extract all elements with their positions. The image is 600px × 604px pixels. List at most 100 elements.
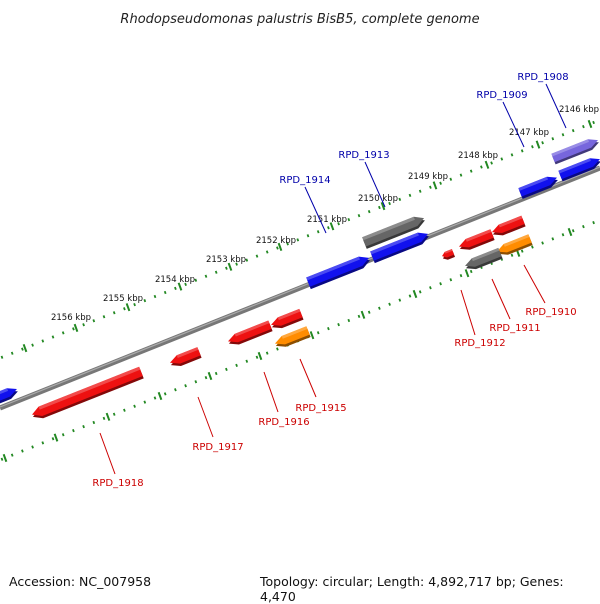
scale-major-tick bbox=[432, 181, 438, 190]
gene-label-rpd_1909: RPD_1909 bbox=[476, 90, 527, 101]
scale-tick bbox=[133, 302, 136, 307]
scale-label: 2147 kbp bbox=[509, 128, 549, 138]
gene-label-rpd_1910: RPD_1910 bbox=[525, 307, 576, 318]
gene-arrow-body bbox=[370, 232, 428, 261]
scale-tick bbox=[31, 343, 34, 347]
map-title: Rhodopseudomonas palustris BisB5, comple… bbox=[120, 12, 479, 27]
scale-major-tick bbox=[2, 453, 8, 463]
callout-line bbox=[364, 161, 386, 208]
scale-tick bbox=[225, 266, 228, 270]
scale-tick bbox=[571, 128, 575, 133]
scale-tick bbox=[398, 298, 402, 302]
inner-scale-ticks bbox=[0, 220, 595, 463]
scale-major-tick bbox=[360, 310, 366, 319]
scale-tick bbox=[194, 380, 198, 384]
scale-tick bbox=[153, 294, 157, 299]
scale-tick bbox=[143, 400, 147, 404]
scale-major-tick bbox=[309, 331, 315, 340]
scale-tick bbox=[367, 209, 371, 214]
gene-arrow-highlight bbox=[176, 347, 199, 358]
scale-tick bbox=[204, 375, 208, 380]
scale-tick bbox=[469, 169, 473, 173]
backbone-line bbox=[0, 165, 600, 411]
scale-tick bbox=[10, 351, 14, 355]
scale-tick bbox=[174, 286, 177, 291]
scale-tick bbox=[174, 388, 177, 392]
scale-tick bbox=[72, 428, 75, 433]
gene-label-rpd_1917: RPD_1917 bbox=[192, 442, 243, 453]
scale-major-tick bbox=[464, 269, 470, 278]
scale-tick bbox=[449, 177, 453, 181]
scale-tick bbox=[449, 278, 453, 282]
scale-tick bbox=[163, 290, 167, 295]
gene-label-rpd_1908: RPD_1908 bbox=[517, 72, 568, 83]
scale-tick bbox=[327, 226, 330, 230]
scale-tick bbox=[582, 124, 585, 129]
gene-arrow-rpd_1915 bbox=[274, 326, 311, 347]
callout-line bbox=[304, 186, 327, 234]
gene-arrow-highlight bbox=[306, 256, 360, 281]
callout-line bbox=[502, 101, 525, 148]
scale-tick bbox=[510, 153, 514, 157]
gene-arrow-highlight bbox=[281, 326, 308, 339]
scale-tick bbox=[500, 157, 504, 161]
scale-tick bbox=[92, 420, 96, 425]
gene-arrow-body bbox=[0, 388, 17, 404]
scale-tick bbox=[367, 310, 371, 314]
scale-tick bbox=[10, 453, 14, 457]
scale-tick bbox=[21, 449, 24, 453]
scale-major-tick bbox=[329, 222, 335, 231]
scale-tick bbox=[408, 193, 412, 198]
scale-tick bbox=[255, 355, 259, 359]
scale-tick bbox=[163, 392, 167, 396]
scale-major-tick bbox=[73, 323, 79, 333]
gene-arrow-rpd_1912 bbox=[458, 229, 495, 250]
gene-arrow-unlabeled-forward bbox=[0, 388, 18, 406]
scale-tick bbox=[531, 245, 534, 249]
callout-line bbox=[299, 358, 317, 398]
scale-tick bbox=[123, 408, 126, 412]
scale-tick bbox=[0, 457, 4, 461]
scale-tick bbox=[214, 371, 218, 376]
gene-arrow-highlight bbox=[518, 176, 549, 191]
scale-label: 2151 kbp bbox=[307, 215, 347, 225]
scale-tick bbox=[61, 331, 65, 335]
gene-arrow-highlight bbox=[498, 215, 523, 228]
scale-major-tick bbox=[227, 262, 233, 271]
gene-arrow-highlight bbox=[465, 229, 492, 242]
scale-label: 2153 kbp bbox=[206, 255, 246, 265]
scale-tick bbox=[265, 351, 269, 355]
scale-major-tick bbox=[484, 160, 490, 169]
scale-tick bbox=[520, 149, 524, 153]
scale-major-tick bbox=[207, 371, 213, 381]
scale-tick bbox=[582, 224, 585, 229]
gene-arrow-rpd_1911 bbox=[465, 247, 503, 270]
gene-arrow-highlight bbox=[471, 247, 500, 262]
scale-tick bbox=[204, 274, 208, 278]
callout-line bbox=[263, 371, 279, 413]
outer-scale-ticks bbox=[0, 119, 595, 359]
scale-tick bbox=[551, 137, 555, 141]
scale-tick bbox=[592, 220, 595, 225]
gene-arrow-rpd_1909 bbox=[518, 176, 558, 199]
callout-line bbox=[99, 432, 116, 475]
scale-tick bbox=[296, 238, 300, 242]
scale-tick bbox=[459, 173, 463, 177]
scale-major-tick bbox=[22, 343, 28, 353]
scale-tick bbox=[41, 441, 45, 445]
scale-tick bbox=[347, 318, 351, 323]
gene-callouts: RPD_1908 RPD_1909 RPD_1910 RPD_1911 RPD_1912… bbox=[92, 72, 576, 489]
scale-labels: 2146 kbp 2147 kbp 2148 kbp 2149 kbp 2150 kbp… bbox=[51, 105, 599, 323]
scale-tick bbox=[184, 282, 187, 287]
scale-tick bbox=[551, 237, 555, 241]
scale-tick bbox=[143, 298, 147, 303]
scale-tick bbox=[592, 120, 595, 125]
scale-tick bbox=[265, 250, 269, 254]
scale-tick bbox=[235, 262, 238, 266]
scale-tick bbox=[41, 339, 45, 343]
gene-arrow-highlight bbox=[277, 308, 301, 321]
scale-tick bbox=[480, 165, 483, 169]
scale-tick bbox=[429, 286, 432, 290]
scale-tick bbox=[286, 242, 289, 246]
scale-tick bbox=[133, 404, 136, 408]
